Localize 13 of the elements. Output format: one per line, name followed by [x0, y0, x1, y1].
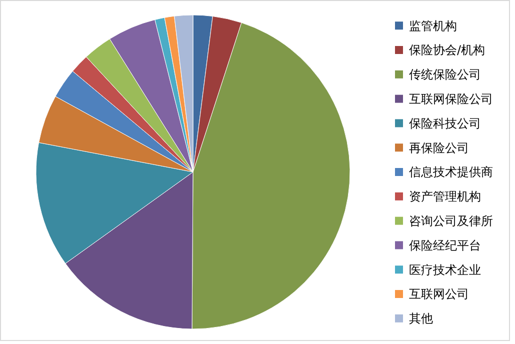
legend-label: 传统保险公司	[409, 68, 481, 82]
legend-label: 再保险公司	[409, 140, 469, 155]
legend-label: 互联网保险公司	[409, 92, 493, 106]
legend-label: 互联网公司	[409, 287, 469, 302]
legend-label: 咨询公司及律所	[409, 214, 493, 228]
legend-label: 保险协会/机构	[409, 43, 486, 58]
legend-label: 其他	[409, 312, 433, 326]
legend-label: 保险经纪平台	[409, 238, 481, 252]
legend-label: 医疗技术企业	[409, 262, 481, 277]
legend-label: 资产管理机构	[409, 190, 481, 204]
legend-label: 保险科技公司	[409, 116, 481, 130]
legend-label: 监管机构	[409, 18, 457, 33]
legend-label: 信息技术提供商	[409, 165, 493, 180]
